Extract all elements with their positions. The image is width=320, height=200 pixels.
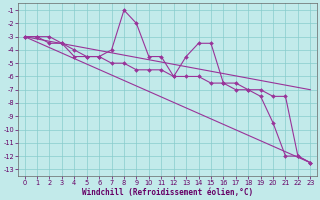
X-axis label: Windchill (Refroidissement éolien,°C): Windchill (Refroidissement éolien,°C) bbox=[82, 188, 253, 197]
